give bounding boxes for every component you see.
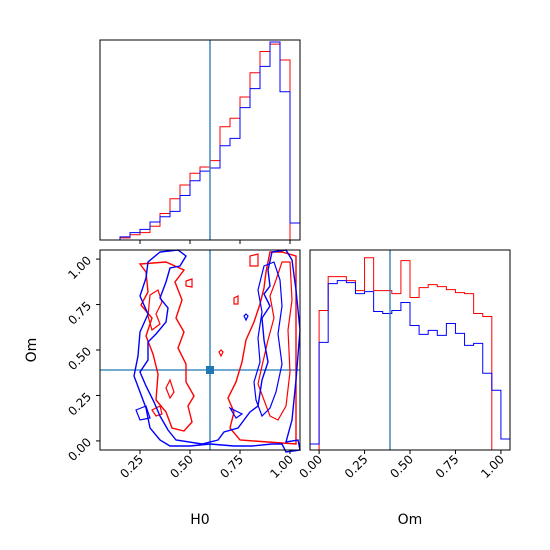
contour-red-spot-1 bbox=[185, 278, 193, 288]
joint-y-tick-label-3: 0.50 bbox=[65, 344, 94, 373]
histogram-h0-series-2 bbox=[100, 41, 301, 241]
contour-blue-spot-1 bbox=[243, 313, 249, 322]
joint-x-tick-label-3: 0.75 bbox=[217, 452, 246, 481]
truth-marker bbox=[206, 366, 214, 374]
joint-x-tick-label-4: 1.00 bbox=[267, 452, 296, 481]
histogram-om-panel: 0.00 0.25 0.50 0.75 1.00 Om bbox=[296, 249, 511, 528]
x-axis-label-h0: H0 bbox=[190, 512, 209, 528]
histogram-h0-series-1 bbox=[100, 43, 300, 241]
contour-blue-inner-left bbox=[135, 405, 151, 421]
contour-red-spot-5 bbox=[233, 295, 239, 305]
contour-red-inner-left bbox=[147, 289, 163, 332]
histogram-h0-frame bbox=[99, 39, 301, 241]
contour-red-spot-2 bbox=[165, 378, 175, 400]
contour-blue-spot-2 bbox=[228, 406, 244, 419]
joint-y-tick-label-5: 1.00 bbox=[65, 253, 94, 282]
y-axis-label-om: Om bbox=[24, 338, 40, 363]
joint-frame bbox=[99, 249, 301, 451]
contour-red-spot-6 bbox=[218, 349, 224, 358]
contour-red-spot-4 bbox=[249, 253, 259, 267]
histogram-om-tick-label-5: 1.00 bbox=[478, 452, 507, 481]
contour-blue-outer-left bbox=[133, 249, 301, 453]
histogram-h0-panel bbox=[99, 39, 301, 244]
joint-y-tick-label-2: 0.25 bbox=[65, 390, 94, 419]
contour-red-outer-left bbox=[138, 261, 195, 432]
x-axis-label-om: Om bbox=[398, 512, 423, 528]
contour-blue-inner-right bbox=[253, 261, 283, 418]
contour-lines bbox=[133, 249, 301, 453]
histogram-om-series-2 bbox=[309, 280, 511, 450]
joint-y-tick-label-4: 0.75 bbox=[65, 299, 94, 328]
histogram-om-series-1 bbox=[310, 257, 510, 451]
histogram-om-tick-label-4: 0.75 bbox=[433, 452, 462, 481]
histogram-om-tick-label-2: 0.25 bbox=[342, 452, 371, 481]
joint-contour-panel: 0.25 0.50 0.75 1.00 0.00 0.25 0.50 0.75 1.00 H0 Om bbox=[24, 249, 301, 528]
contour-red-inner-right bbox=[257, 261, 293, 421]
histogram-om-tick-label-3: 0.50 bbox=[387, 452, 416, 481]
histogram-om-tick-label-1: 0.00 bbox=[296, 452, 325, 481]
joint-x-tick-label-1: 0.25 bbox=[117, 452, 146, 481]
joint-x-tick-label-2: 0.50 bbox=[167, 452, 196, 481]
joint-y-tick-label-1: 0.00 bbox=[65, 435, 94, 464]
contour-red-spot-3 bbox=[151, 405, 163, 417]
